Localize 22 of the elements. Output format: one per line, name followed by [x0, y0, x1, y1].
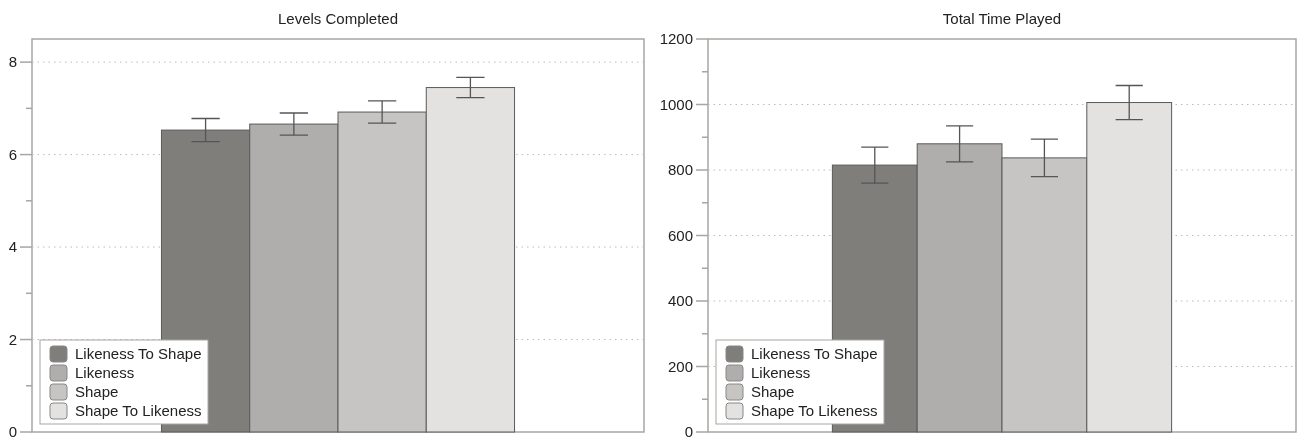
legend-label: Shape — [751, 383, 795, 400]
y-tick-label: 0 — [684, 423, 693, 438]
y-tick-label: 200 — [667, 357, 693, 375]
chart-title: Levels Completed — [277, 10, 399, 27]
legend-label: Shape — [75, 383, 119, 400]
legend-label: Likeness — [751, 364, 811, 381]
legend-label: Likeness — [75, 364, 135, 381]
y-tick-label: 0 — [8, 423, 17, 438]
legend-label: Likeness To Shape — [751, 345, 878, 362]
legend-label: Likeness To Shape — [75, 345, 202, 362]
y-tick-label: 4 — [8, 238, 17, 256]
chart-title: Total Time Played — [942, 10, 1062, 27]
y-tick-label: 1000 — [659, 95, 693, 113]
y-tick-label: 2 — [8, 330, 17, 348]
y-tick-label: 400 — [667, 292, 693, 310]
y-tick-label: 600 — [667, 226, 693, 244]
y-tick-label: 8 — [8, 53, 17, 71]
legend-label: Shape To Likeness — [751, 402, 878, 419]
y-tick-label: 800 — [667, 161, 693, 179]
legend-label: Shape To Likeness — [75, 402, 202, 419]
y-tick-label: 6 — [8, 145, 17, 163]
y-tick-label: 1200 — [659, 30, 693, 48]
